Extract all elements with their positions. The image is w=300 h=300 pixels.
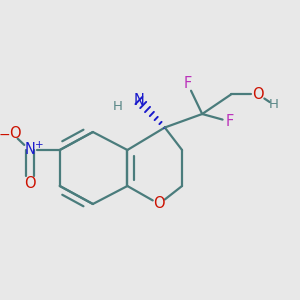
Text: +: + bbox=[34, 140, 43, 150]
Text: O: O bbox=[153, 196, 165, 211]
Text: F: F bbox=[225, 114, 234, 129]
Text: O: O bbox=[24, 176, 35, 190]
Text: N: N bbox=[24, 142, 35, 158]
Text: O: O bbox=[253, 87, 264, 102]
Text: N: N bbox=[134, 93, 144, 108]
Text: −: − bbox=[0, 128, 10, 142]
Text: O: O bbox=[9, 126, 20, 141]
Text: F: F bbox=[184, 76, 192, 92]
Text: H: H bbox=[112, 100, 122, 113]
Text: H: H bbox=[269, 98, 279, 112]
